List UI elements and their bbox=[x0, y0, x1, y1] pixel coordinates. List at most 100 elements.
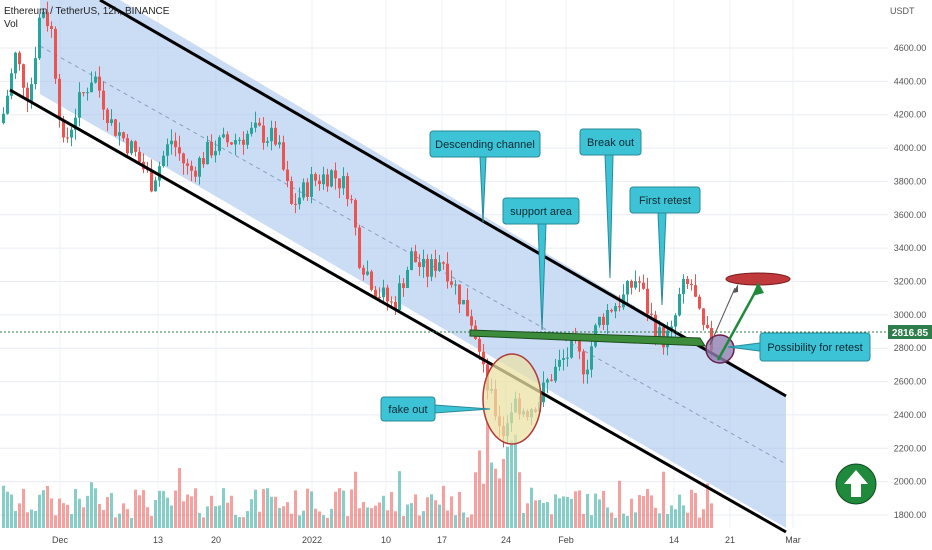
volume-bar bbox=[406, 504, 409, 528]
x-tick-label: 21 bbox=[725, 535, 735, 545]
candle-body bbox=[306, 182, 309, 197]
y-tick-label: 2200.00 bbox=[894, 443, 927, 453]
volume-bar bbox=[298, 515, 301, 528]
candle-body bbox=[274, 127, 277, 145]
fake-out-ellipse bbox=[482, 353, 542, 445]
volume-bar bbox=[702, 509, 705, 528]
candles bbox=[2, 1, 713, 448]
candle-body bbox=[386, 287, 389, 302]
volume-bar bbox=[618, 480, 621, 528]
volume-bar bbox=[186, 494, 189, 528]
candle-body bbox=[354, 200, 357, 228]
candle-body bbox=[614, 306, 617, 312]
candle-body bbox=[470, 316, 473, 326]
volume-bar bbox=[538, 499, 541, 528]
y-tick-label: 3800.00 bbox=[894, 176, 927, 186]
volume-bar bbox=[58, 498, 61, 528]
volume-bar bbox=[398, 471, 401, 528]
volume-bar bbox=[594, 493, 597, 528]
candle-body bbox=[226, 134, 229, 143]
candle-body bbox=[422, 258, 425, 268]
candle-body bbox=[294, 203, 297, 205]
candle-body bbox=[130, 141, 133, 154]
callout-text: Descending channel bbox=[435, 139, 535, 151]
candle-body bbox=[162, 155, 165, 167]
currency-label: USDT bbox=[890, 6, 915, 16]
volume-bar bbox=[26, 512, 29, 528]
volume-bar bbox=[646, 488, 649, 528]
volume-bar bbox=[2, 485, 5, 528]
volume-bar bbox=[50, 498, 53, 528]
candle-body bbox=[278, 142, 281, 145]
volume-bar bbox=[274, 496, 277, 528]
candle-body bbox=[370, 271, 373, 290]
candle-body bbox=[238, 139, 241, 141]
candle-body bbox=[450, 281, 453, 285]
volume-bar bbox=[334, 491, 337, 528]
candle-body bbox=[578, 340, 581, 352]
volume-bar bbox=[350, 489, 353, 528]
volume-bar bbox=[78, 498, 81, 528]
candle-body bbox=[402, 283, 405, 288]
volume-bar bbox=[130, 517, 133, 528]
volume-bar bbox=[530, 487, 533, 528]
candle-body bbox=[78, 92, 81, 118]
volume-bar bbox=[138, 495, 141, 528]
volume-bar bbox=[174, 490, 177, 528]
volume-bar bbox=[294, 490, 297, 528]
volume-bar bbox=[258, 511, 261, 528]
volume-bar bbox=[566, 496, 569, 528]
candle-body bbox=[610, 310, 613, 312]
candle-body bbox=[250, 127, 253, 134]
projection-thin-path bbox=[709, 287, 736, 346]
y-tick-label: 3600.00 bbox=[894, 210, 927, 220]
volume-bar bbox=[630, 498, 633, 528]
candle-body bbox=[454, 284, 457, 286]
volume-bar bbox=[102, 510, 105, 528]
candle-body bbox=[706, 324, 709, 328]
volume-bar bbox=[190, 496, 193, 528]
volume-bar bbox=[94, 488, 97, 528]
volume-bar bbox=[338, 488, 341, 528]
volume-bar bbox=[634, 512, 637, 528]
candle-body bbox=[198, 158, 201, 177]
candle-body bbox=[62, 119, 65, 138]
candle-body bbox=[686, 278, 689, 284]
candle-body bbox=[430, 259, 433, 277]
candle-body bbox=[90, 82, 93, 93]
candle-body bbox=[286, 169, 289, 182]
volume-bar bbox=[470, 514, 473, 528]
candle-body bbox=[134, 141, 137, 152]
channel-lower-line bbox=[9, 88, 787, 534]
candle-body bbox=[2, 113, 5, 124]
candle-body bbox=[282, 142, 285, 170]
candle-body bbox=[210, 141, 213, 156]
volume-bar bbox=[34, 511, 37, 528]
candle-body bbox=[154, 180, 157, 192]
candle-body bbox=[642, 282, 645, 289]
volume-bar bbox=[254, 489, 257, 528]
candle-body bbox=[234, 140, 237, 145]
volume-bar bbox=[354, 471, 357, 528]
volume-bar bbox=[638, 495, 641, 528]
y-tick-label: 3200.00 bbox=[894, 277, 927, 287]
candle-body bbox=[458, 284, 461, 305]
projection-arrow-up bbox=[716, 286, 760, 361]
up-arrow-badge[interactable] bbox=[835, 463, 877, 505]
candle-body bbox=[478, 338, 481, 352]
candle-body bbox=[118, 132, 121, 136]
volume-bar bbox=[326, 517, 329, 528]
candle-body bbox=[178, 147, 181, 154]
candle-body bbox=[34, 58, 37, 85]
candle-body bbox=[58, 78, 61, 120]
volume-bar bbox=[270, 496, 273, 528]
y-tick-label: 3400.00 bbox=[894, 243, 927, 253]
volume-bar bbox=[498, 478, 501, 528]
volume-bar bbox=[182, 501, 185, 528]
volume-bar bbox=[266, 488, 269, 528]
volume-bar bbox=[222, 488, 225, 528]
volume-bar bbox=[642, 496, 645, 528]
candle-body bbox=[326, 174, 329, 187]
volume-bar bbox=[534, 500, 537, 528]
candle-body bbox=[634, 281, 637, 288]
